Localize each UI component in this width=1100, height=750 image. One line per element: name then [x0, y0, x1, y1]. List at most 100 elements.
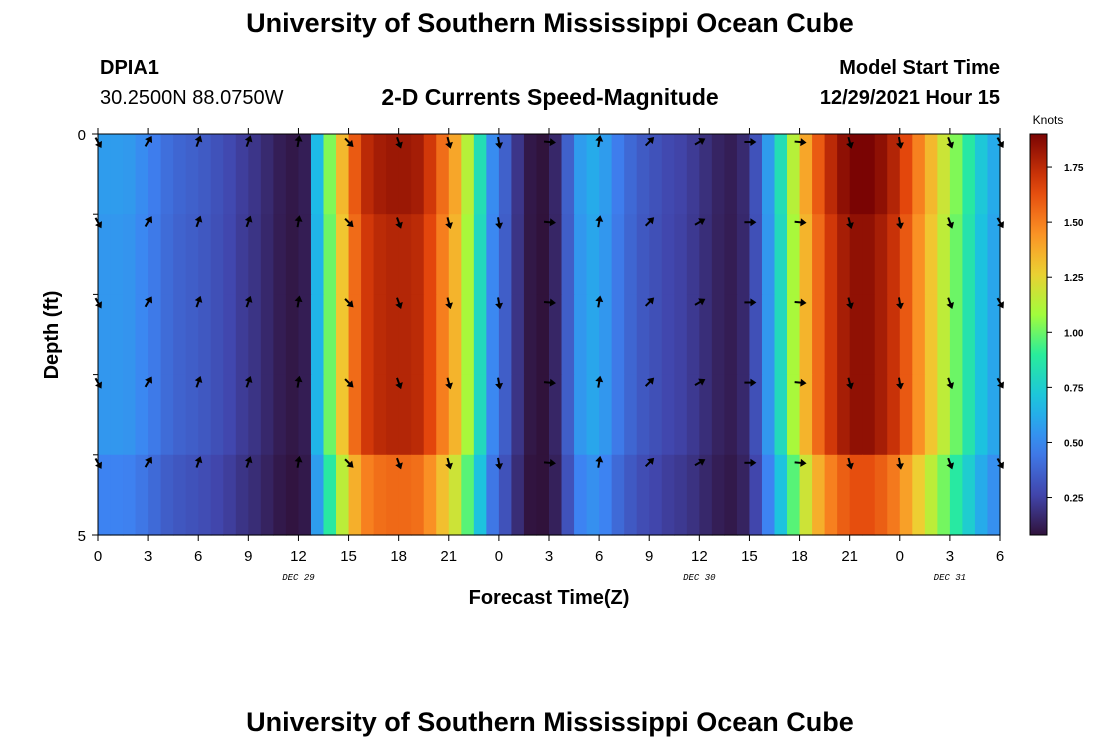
heatmap-cell: [987, 454, 1001, 536]
heatmap-cell: [887, 294, 901, 376]
heatmap-cell: [285, 374, 300, 456]
heatmap-cell: [423, 214, 437, 295]
current-arrow: [896, 136, 904, 149]
colorbar-tick-label: 0.75: [1064, 383, 1084, 394]
heatmap-cell: [411, 454, 425, 536]
x-tick-label: 3: [545, 548, 553, 565]
heatmap-cell: [686, 294, 700, 376]
colorbar-ticks: 0.25 0.50 0.75 1.00 1.25 1.50 1.75: [1047, 163, 1084, 505]
current-arrow: [144, 216, 153, 228]
heatmap-cell: [736, 294, 751, 376]
heatmap-cell: [674, 294, 688, 376]
heatmap-cell: [185, 214, 199, 295]
heatmap-cell: [373, 454, 387, 536]
x-tick-label: 18: [390, 548, 407, 565]
heatmap-cell: [386, 454, 400, 536]
heatmap-cell: [473, 134, 487, 215]
heatmap-cell: [398, 374, 412, 456]
heatmap-cell: [436, 214, 450, 295]
heatmap-cell: [974, 294, 989, 376]
heatmap-cell: [749, 214, 763, 295]
heatmap-cell: [98, 134, 112, 215]
current-arrow: [644, 217, 655, 227]
y-tick-label: 5: [78, 528, 86, 545]
heatmap-cell: [549, 214, 563, 295]
heatmap-cell: [173, 134, 187, 215]
heatmap-cell: [411, 294, 425, 376]
heatmap-cell: [924, 454, 938, 536]
heatmap-cell: [210, 454, 224, 536]
heatmap-cell: [661, 134, 675, 215]
heatmap-cell: [887, 134, 901, 215]
heatmap-cell: [148, 134, 162, 215]
heatmap-cell: [862, 374, 876, 456]
heatmap-cell: [949, 374, 964, 456]
heatmap-cell: [924, 214, 938, 295]
current-arrow: [896, 297, 904, 310]
heatmap-cell: [323, 294, 337, 376]
heatmap-cell: [223, 214, 237, 295]
heatmap-cell: [586, 134, 600, 215]
heatmap-cell: [448, 454, 462, 536]
current-arrow: [445, 136, 453, 149]
heatmap-cell: [686, 374, 700, 456]
heatmap-cell: [511, 454, 525, 536]
heatmap-cell: [260, 214, 274, 295]
heatmap-cell: [862, 454, 876, 536]
heatmap-cell: [962, 134, 976, 215]
current-arrow: [846, 457, 854, 470]
heatmap-cell: [874, 294, 888, 376]
heatmap-cell: [273, 294, 287, 376]
heatmap-cell: [724, 134, 738, 215]
current-arrow: [846, 217, 854, 229]
heatmap-cell: [574, 374, 588, 456]
currents-heatmap-chart: 0 3 6 9 12 15 18 21 0 3 6 9 12 15 18 21 0 3 6 DEC 29 DEC 30 D…: [41, 113, 1084, 609]
heatmap-cell: [498, 374, 513, 456]
heatmap-cell: [799, 454, 813, 536]
heatmap-cell: [849, 374, 863, 456]
current-arrow: [794, 298, 807, 307]
heatmap-cell: [924, 294, 938, 376]
x-tick-label: 0: [495, 548, 503, 565]
heatmap-cell: [674, 134, 688, 215]
heatmap-cell: [912, 374, 926, 456]
heatmap-cell: [473, 214, 487, 295]
heatmap-cell: [361, 294, 375, 376]
heatmap-cell: [260, 294, 274, 376]
heatmap-cell: [874, 134, 888, 215]
heatmap-cell: [361, 374, 375, 456]
current-arrow: [194, 135, 203, 148]
heatmap-cell: [812, 374, 826, 456]
heatmap-cell: [549, 454, 563, 536]
current-arrow: [244, 135, 253, 148]
heatmap-cell: [937, 214, 951, 295]
heatmap-cell: [323, 374, 337, 456]
heatmap-cell: [611, 294, 625, 376]
heatmap-cell: [248, 134, 262, 215]
heatmap-cell: [148, 294, 162, 376]
heatmap-cell: [549, 374, 563, 456]
heatmap-cell: [411, 214, 425, 295]
heatmap-cell: [787, 454, 801, 536]
heatmap-cell: [461, 374, 475, 456]
y-axis-ticks: 05: [78, 127, 98, 545]
heatmap-cell: [736, 454, 751, 536]
heatmap-cell: [899, 454, 913, 536]
heatmap-cell: [135, 214, 149, 295]
colorbar-tick-label: 1.50: [1064, 218, 1084, 229]
x-axis-ticks: 0 3 6 9 12 15 18 21 0 3 6 9 12 15 18 21 0 3 6 DEC 29 DEC 30 D…: [94, 128, 1004, 583]
heatmap-cell: [699, 134, 713, 215]
heatmap-cell: [486, 454, 500, 536]
heatmap-cell: [398, 214, 412, 295]
heatmap-cell: [574, 214, 588, 295]
heatmap-cell: [761, 134, 776, 215]
current-arrow: [395, 136, 403, 149]
heatmap-cell: [486, 374, 500, 456]
current-arrow: [644, 137, 655, 147]
heatmap-cell: [699, 454, 713, 536]
heatmap-cell: [711, 134, 725, 215]
heatmap-cell: [523, 134, 538, 215]
current-arrow: [495, 297, 504, 310]
heatmap-cell: [185, 134, 199, 215]
heatmap-cell: [599, 134, 613, 215]
